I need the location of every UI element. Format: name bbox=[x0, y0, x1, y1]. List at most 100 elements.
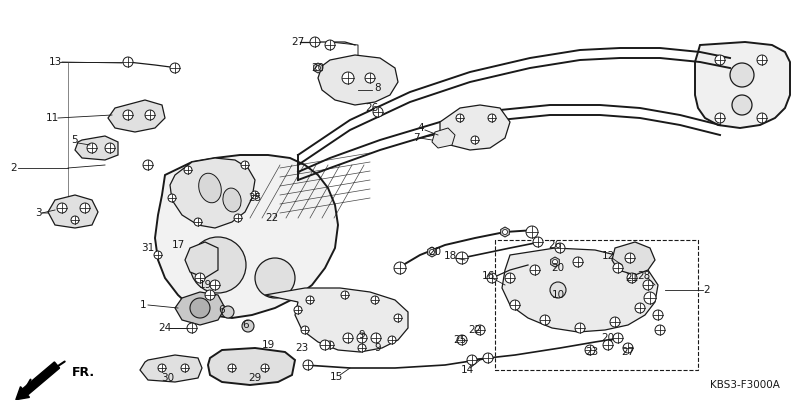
Circle shape bbox=[184, 166, 192, 174]
Circle shape bbox=[320, 340, 330, 350]
Text: 20: 20 bbox=[602, 333, 614, 343]
Circle shape bbox=[457, 335, 467, 345]
Text: 20: 20 bbox=[429, 247, 442, 257]
Circle shape bbox=[365, 73, 375, 83]
Text: KBS3-F3000A: KBS3-F3000A bbox=[710, 380, 780, 390]
Text: 2: 2 bbox=[704, 285, 710, 295]
Circle shape bbox=[357, 333, 367, 343]
Circle shape bbox=[303, 360, 313, 370]
Circle shape bbox=[471, 136, 479, 144]
Text: 24: 24 bbox=[158, 323, 172, 333]
Circle shape bbox=[555, 243, 565, 253]
Polygon shape bbox=[318, 55, 398, 105]
Text: 18: 18 bbox=[443, 251, 457, 261]
Circle shape bbox=[325, 40, 335, 50]
Circle shape bbox=[294, 306, 302, 314]
Circle shape bbox=[251, 191, 259, 199]
Circle shape bbox=[613, 333, 623, 343]
Text: 7: 7 bbox=[413, 133, 419, 143]
Circle shape bbox=[456, 114, 464, 122]
Circle shape bbox=[195, 273, 205, 283]
Polygon shape bbox=[75, 136, 118, 160]
Ellipse shape bbox=[223, 188, 241, 212]
Text: 31: 31 bbox=[142, 243, 154, 253]
Circle shape bbox=[87, 143, 97, 153]
Circle shape bbox=[553, 260, 558, 264]
Circle shape bbox=[205, 290, 215, 300]
Text: 16: 16 bbox=[482, 271, 494, 281]
Text: 26: 26 bbox=[548, 240, 562, 250]
Circle shape bbox=[234, 214, 242, 222]
Text: 3: 3 bbox=[34, 208, 42, 218]
Circle shape bbox=[388, 336, 396, 344]
Circle shape bbox=[487, 273, 497, 283]
Text: 14: 14 bbox=[460, 365, 474, 375]
Circle shape bbox=[145, 110, 155, 120]
Text: 12: 12 bbox=[602, 251, 614, 261]
Circle shape bbox=[315, 66, 321, 70]
Circle shape bbox=[261, 364, 269, 372]
Text: 27: 27 bbox=[291, 37, 305, 47]
Circle shape bbox=[187, 323, 197, 333]
Text: 10: 10 bbox=[551, 290, 565, 300]
Circle shape bbox=[627, 273, 637, 283]
Circle shape bbox=[210, 280, 220, 290]
Text: 23: 23 bbox=[295, 343, 309, 353]
Circle shape bbox=[310, 37, 320, 47]
Text: 28: 28 bbox=[638, 271, 650, 281]
Text: 6: 6 bbox=[242, 320, 250, 330]
Polygon shape bbox=[265, 288, 408, 352]
Circle shape bbox=[242, 320, 254, 332]
Circle shape bbox=[168, 194, 176, 202]
Text: 2: 2 bbox=[10, 163, 18, 173]
Circle shape bbox=[371, 296, 379, 304]
Circle shape bbox=[343, 333, 353, 343]
Text: 11: 11 bbox=[46, 113, 58, 123]
Circle shape bbox=[170, 63, 180, 73]
Circle shape bbox=[181, 364, 189, 372]
Text: 21: 21 bbox=[626, 273, 638, 283]
Circle shape bbox=[510, 300, 520, 310]
Circle shape bbox=[655, 325, 665, 335]
Text: 22: 22 bbox=[468, 325, 482, 335]
Polygon shape bbox=[612, 242, 655, 275]
Text: 13: 13 bbox=[48, 57, 62, 67]
Text: 29: 29 bbox=[248, 373, 262, 383]
Circle shape bbox=[306, 296, 314, 304]
Polygon shape bbox=[501, 227, 510, 237]
Circle shape bbox=[394, 262, 406, 274]
Circle shape bbox=[373, 107, 383, 117]
Polygon shape bbox=[155, 155, 338, 318]
Circle shape bbox=[475, 325, 485, 335]
FancyArrow shape bbox=[16, 362, 59, 400]
Circle shape bbox=[71, 216, 79, 224]
Circle shape bbox=[467, 355, 477, 365]
Circle shape bbox=[644, 292, 656, 304]
Circle shape bbox=[585, 345, 595, 355]
Circle shape bbox=[194, 218, 202, 226]
Circle shape bbox=[603, 340, 613, 350]
Text: 27: 27 bbox=[622, 347, 634, 357]
Polygon shape bbox=[432, 128, 455, 148]
Circle shape bbox=[505, 273, 515, 283]
Circle shape bbox=[573, 257, 583, 267]
Circle shape bbox=[715, 113, 725, 123]
Circle shape bbox=[394, 314, 402, 322]
Polygon shape bbox=[208, 348, 295, 385]
Circle shape bbox=[715, 55, 725, 65]
Text: 15: 15 bbox=[330, 372, 342, 382]
Circle shape bbox=[228, 364, 236, 372]
Circle shape bbox=[371, 333, 381, 343]
Circle shape bbox=[57, 203, 67, 213]
Text: 9: 9 bbox=[358, 330, 366, 340]
Text: 9: 9 bbox=[374, 343, 382, 353]
Text: 26: 26 bbox=[366, 103, 378, 113]
Text: 23: 23 bbox=[586, 347, 598, 357]
Text: 1: 1 bbox=[140, 300, 146, 310]
Circle shape bbox=[255, 258, 295, 298]
Polygon shape bbox=[48, 195, 98, 228]
Text: 25: 25 bbox=[248, 193, 262, 203]
Text: FR.: FR. bbox=[72, 366, 95, 378]
Polygon shape bbox=[108, 100, 165, 132]
Circle shape bbox=[730, 63, 754, 87]
